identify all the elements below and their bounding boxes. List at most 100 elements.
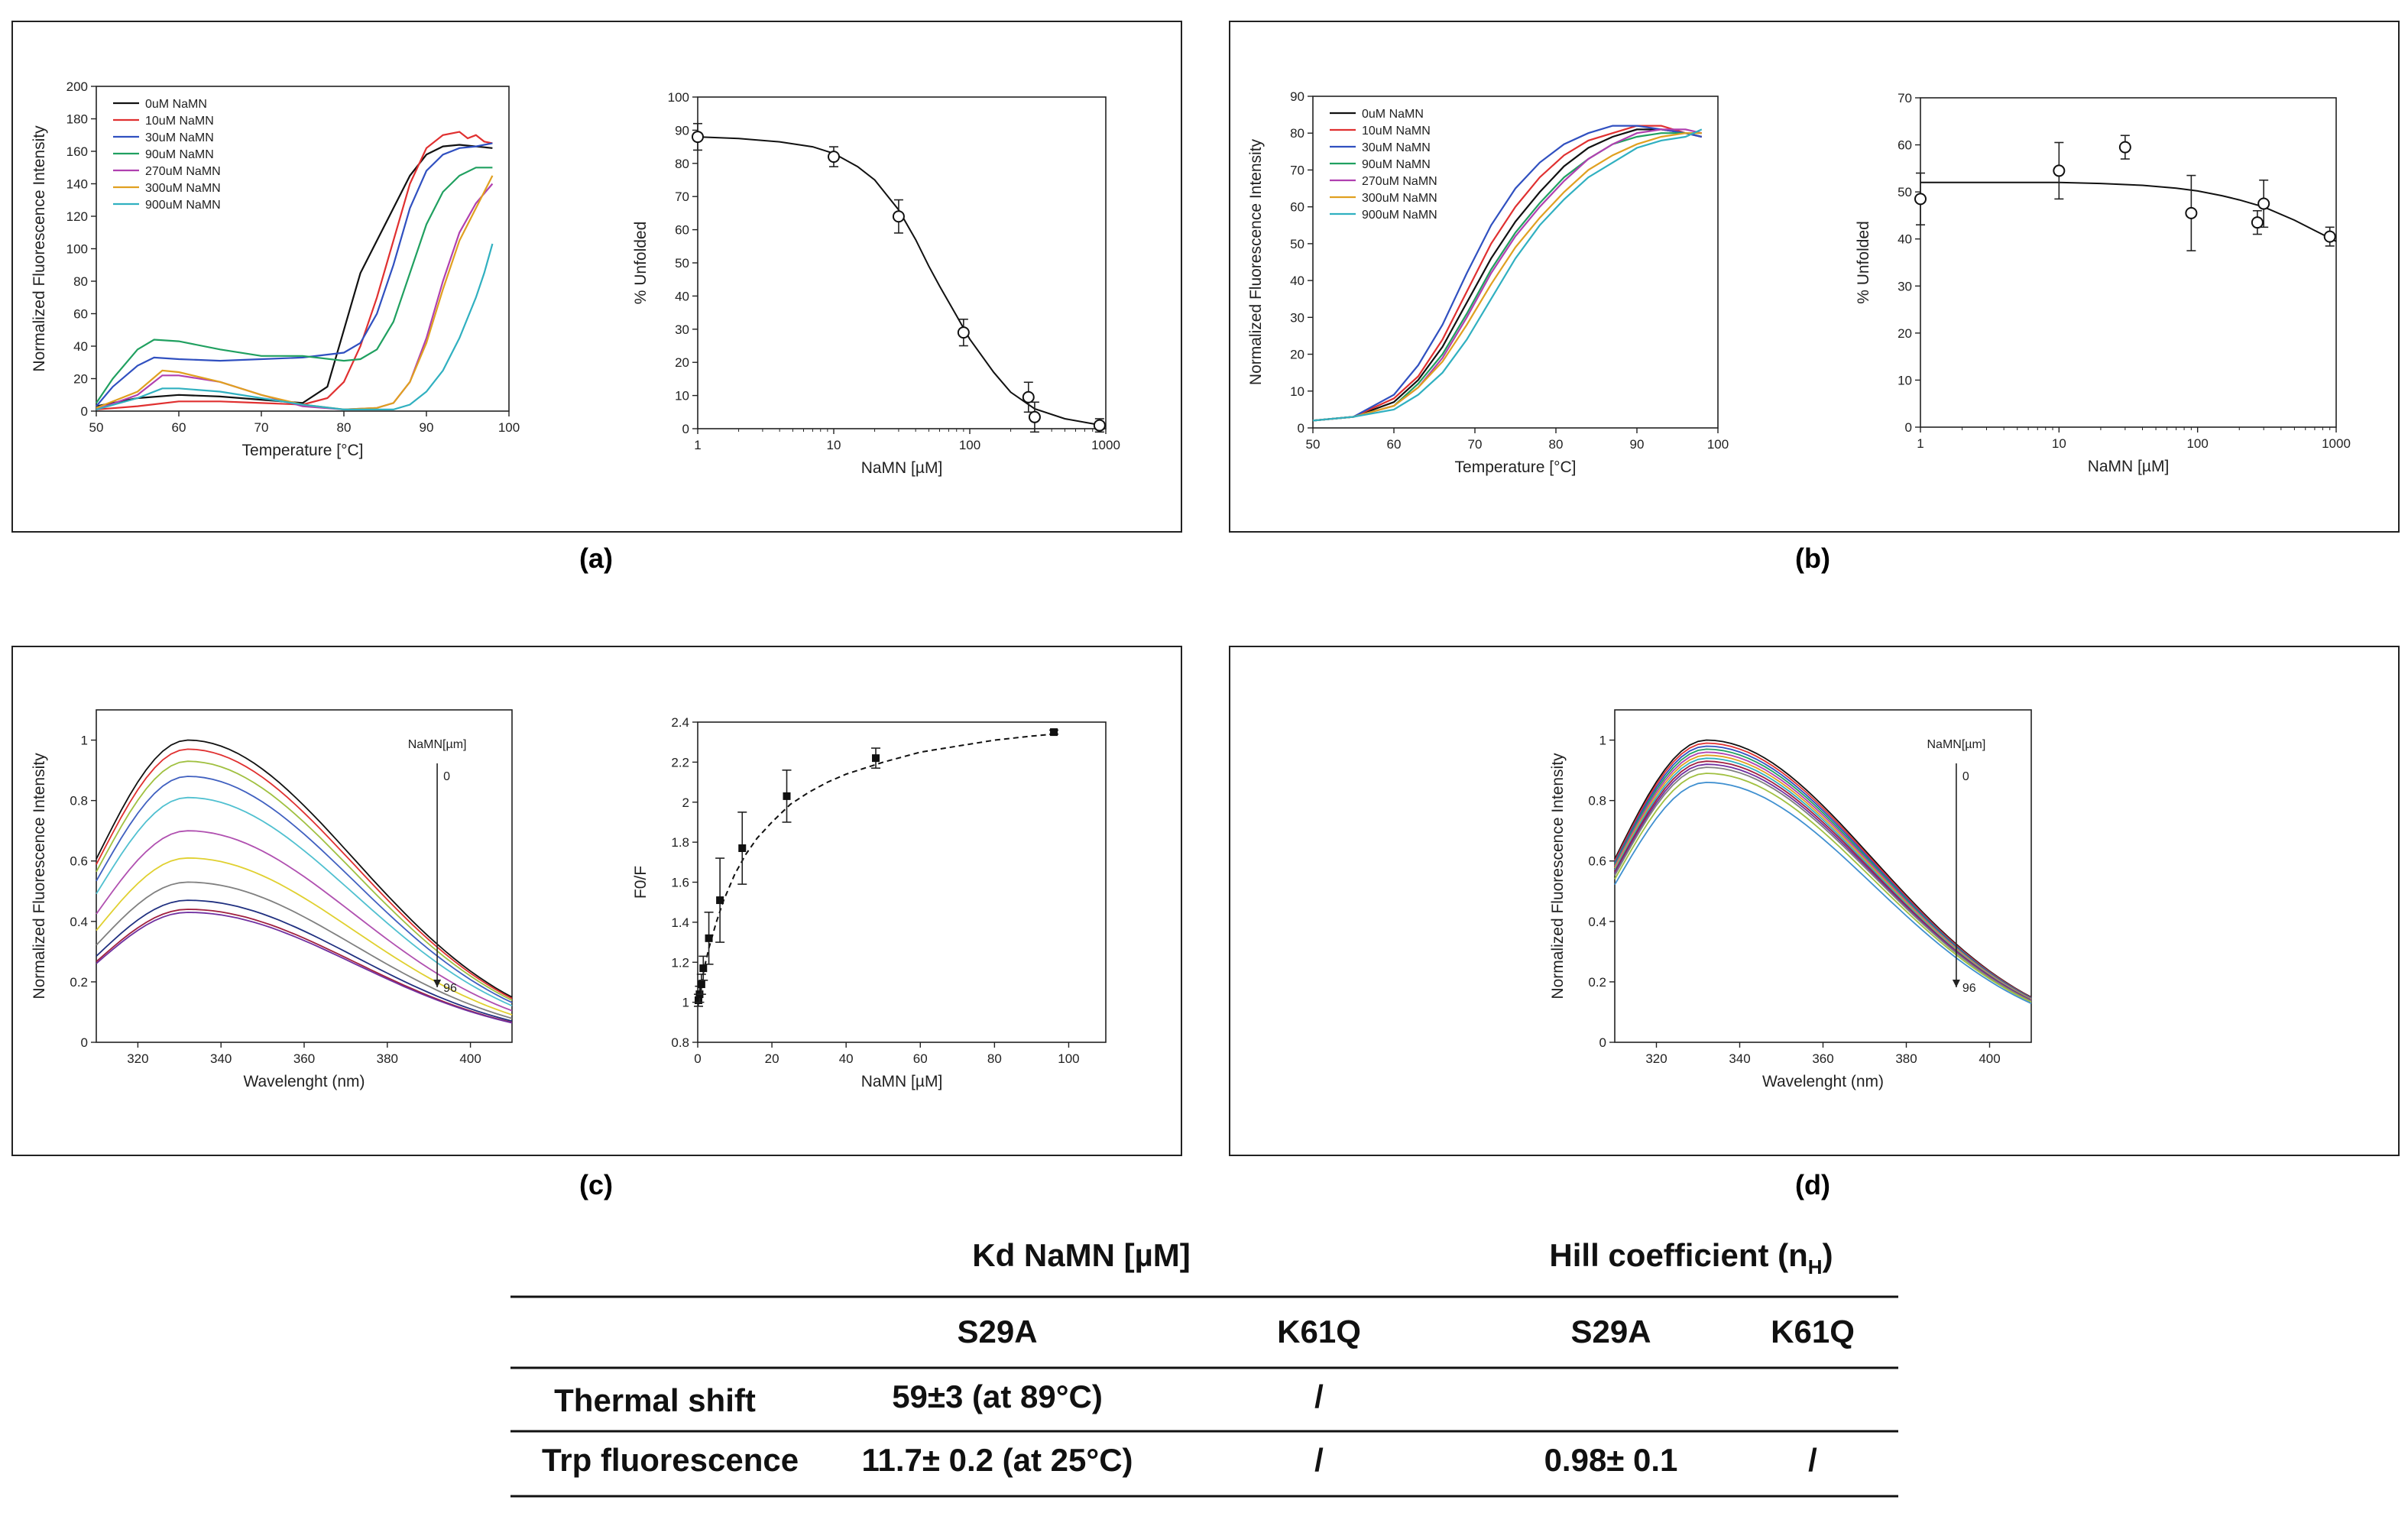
y-tick-label: 0.8 <box>70 794 88 808</box>
x-tick-label: 100 <box>1707 437 1729 452</box>
panel-d <box>1229 646 2400 1156</box>
table-subheader-k61q-kd: K61Q <box>1277 1314 1361 1349</box>
series-line <box>1312 132 1702 422</box>
y-tick-label: 100 <box>668 90 689 105</box>
data-point <box>692 131 704 144</box>
table-row-thermal-label: Thermal shift <box>554 1382 756 1418</box>
y-axis-label: Normalized Fluorescence Intensity <box>31 753 48 999</box>
series-line <box>1312 125 1703 422</box>
spectrum-line <box>1614 751 2032 1000</box>
y-tick-label: 1 <box>81 734 88 748</box>
data-point <box>1093 419 1106 432</box>
y-tick-label: 40 <box>675 289 689 303</box>
data-point <box>783 792 791 800</box>
y-tick-label: 20 <box>1898 326 1912 341</box>
y-tick-label: 180 <box>66 112 88 127</box>
legend-entry: 270uM NaMN <box>1362 175 1437 188</box>
table-row-trp-label: Trp fluorescence <box>542 1442 799 1478</box>
axes-c-right: 0 20 40 60 80 100 0.8 1 1.2 1.4 1.6 1.8 2 2.2 2.4 NaMN … <box>632 715 1107 1090</box>
x-tick-label: 100 <box>959 438 980 452</box>
y-tick-label: 80 <box>73 274 88 289</box>
x-tick-label: 50 <box>1306 437 1321 452</box>
x-axis-label: NaMN [µM] <box>861 459 943 477</box>
x-tick-label: 320 <box>127 1051 148 1066</box>
legend-a-left: 0uM NaMN 10uM NaMN 30uM NaMN 90uM NaMN 270uM… <box>113 98 221 212</box>
y-axis-label: Normalized Fluorescence Intensity <box>31 125 48 372</box>
y-tick-label: 70 <box>1290 163 1304 177</box>
fit-curve <box>697 733 1055 1003</box>
arrow-end-label: 96 <box>1962 982 1976 995</box>
y-axis-label: Normalized Fluorescence Intensity <box>1247 138 1265 385</box>
x-tick-label: 400 <box>459 1051 481 1066</box>
y-tick-label: 0.4 <box>70 915 88 929</box>
series-line <box>1312 128 1703 422</box>
y-tick-label: 1.6 <box>671 876 689 890</box>
table-row-trp-s29a: 11.7± 0.2 (at 25°C) <box>861 1442 1133 1478</box>
data-point <box>2323 230 2336 243</box>
x-tick-label: 40 <box>839 1051 854 1066</box>
y-tick-label: 20 <box>1290 348 1304 362</box>
series-line <box>96 142 493 407</box>
y-tick-label: 100 <box>66 242 88 257</box>
spectrum-line <box>1614 742 2032 999</box>
series-group-b-left <box>1312 125 1703 422</box>
legend-entry: 30uM NaMN <box>145 131 214 144</box>
spectrum-line <box>1614 745 2032 999</box>
y-tick-label: 2 <box>682 795 689 810</box>
legend-entry: 0uM NaMN <box>1362 108 1424 121</box>
spectrum-line <box>1614 781 2032 1005</box>
y-tick-label: 0 <box>1298 421 1304 436</box>
x-tick-label: 340 <box>210 1051 232 1066</box>
y-tick-label: 50 <box>1898 185 1912 199</box>
y-tick-label: 160 <box>66 144 88 159</box>
spectrum-line <box>1614 766 2032 1003</box>
spectrum-line <box>1614 757 2032 1001</box>
arrow-end-label: 96 <box>443 982 457 995</box>
series-line <box>1312 125 1703 422</box>
kd-header-close: ] <box>1180 1237 1191 1273</box>
y-tick-label: 80 <box>675 157 689 171</box>
spectra-group-c-left: NaMN[µm] 0 96 <box>96 738 513 1024</box>
y-tick-label: 0 <box>81 1035 88 1050</box>
panel-label-d: (d) <box>1795 1169 1830 1200</box>
plot-frame-b-left <box>1312 96 1719 429</box>
spectrum-line <box>1614 773 2032 1003</box>
data-point <box>2053 164 2066 177</box>
data-point <box>694 996 702 1005</box>
table-header-hill: Hill coefficient (nH) <box>1549 1237 1833 1278</box>
table-header-kd: Kd NaMN [µM] <box>972 1237 1191 1273</box>
plot-frame-b-right <box>1920 97 2337 428</box>
series-line <box>96 243 494 410</box>
y-tick-label: 50 <box>675 256 689 271</box>
hill-header-sub: H <box>1808 1255 1823 1278</box>
x-axis-label: Wavelenght (nm) <box>243 1073 365 1090</box>
spectrum-line <box>1614 748 2032 999</box>
y-axis-label: % Unfolded <box>1855 221 1872 304</box>
legend-entry: 30uM NaMN <box>1362 141 1431 154</box>
x-axis-label: Temperature [°C] <box>242 442 364 459</box>
spectrum-line <box>96 881 513 1019</box>
y-tick-label: 0.2 <box>1588 975 1606 990</box>
x-tick-label: 70 <box>1468 437 1483 452</box>
y-tick-label: 2.4 <box>671 715 689 730</box>
data-point <box>828 151 840 164</box>
trend-arrow-head <box>1952 980 1960 987</box>
x-tick-label: 0 <box>694 1051 701 1066</box>
series-line <box>1312 128 1703 422</box>
data-point <box>716 896 724 905</box>
y-tick-label: 60 <box>73 307 88 322</box>
axes-d: 320 340 360 380 400 0 0.2 0.4 0.6 0.8 1 Wavelenght … <box>1549 709 2032 1090</box>
axes-b-left: 50 60 70 80 90 100 0 10 20 30 40 50 60 70 80 90 Temperat… <box>1247 89 1729 476</box>
x-tick-label: 360 <box>1812 1051 1833 1066</box>
trend-arrow-head <box>433 980 442 987</box>
legend-entry: 90uM NaMN <box>1362 158 1431 171</box>
y-tick-label: 200 <box>66 79 88 94</box>
y-tick-label: 10 <box>1898 373 1912 387</box>
spectrum-line <box>96 899 513 1022</box>
legend-entry: 300uM NaMN <box>1362 192 1437 205</box>
x-tick-label: 100 <box>1058 1051 1079 1066</box>
spectrum-line <box>96 830 513 1012</box>
x-tick-label: 50 <box>89 420 104 435</box>
arrow-title-label: NaMN[µm] <box>408 738 467 751</box>
